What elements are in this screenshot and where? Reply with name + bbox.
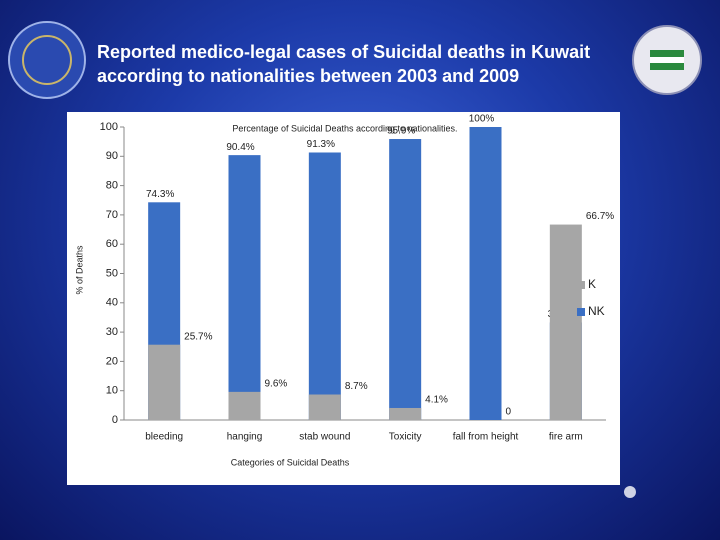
y-tick-label: 60 [106, 238, 118, 250]
bar [148, 344, 181, 420]
bar [228, 155, 261, 421]
legend-label: K [588, 277, 596, 291]
data-label: 74.3% [146, 189, 174, 200]
data-label: 25.7% [184, 331, 212, 342]
slide-title: Reported medico-legal cases of Suicidal … [97, 42, 591, 86]
data-label: 95.9% [387, 126, 415, 137]
y-tick-label: 90 [106, 150, 118, 162]
data-label: 8.7% [345, 381, 368, 392]
x-tick-label: fire arm [549, 432, 583, 443]
x-tick-label: fall from height [453, 432, 519, 443]
legend-label: NK [588, 304, 605, 318]
y-tick-label: 10 [106, 385, 118, 397]
bar [308, 152, 341, 420]
y-tick-label: 70 [106, 209, 118, 221]
data-label: 100% [469, 114, 495, 125]
legend-swatch [577, 281, 585, 289]
x-tick-label: stab wound [299, 432, 350, 443]
bar [308, 394, 341, 420]
bar [228, 391, 261, 420]
logo-left-ring [22, 35, 72, 85]
data-label: 91.3% [307, 139, 335, 150]
logo-left [8, 21, 86, 99]
y-tick-label: 50 [106, 267, 118, 279]
data-label: 90.4% [226, 142, 254, 153]
bar [549, 224, 582, 420]
data-label: 66.7% [586, 211, 614, 222]
bar [389, 407, 422, 420]
glow [624, 486, 636, 498]
bar [469, 127, 502, 420]
chart-title: Percentage of Suicidal Deaths according … [232, 123, 457, 133]
x-tick-label: Toxicity [389, 432, 422, 443]
data-label: 0 [506, 407, 512, 418]
x-tick-label: hanging [227, 432, 263, 443]
y-tick-label: 40 [106, 297, 118, 309]
x-axis-label: Categories of Suicidal Deaths [231, 457, 350, 467]
y-tick-label: 30 [106, 326, 118, 338]
y-tick-label: 80 [106, 180, 118, 192]
legend-swatch [577, 308, 585, 316]
flag-band [650, 57, 684, 63]
y-tick-label: 100 [100, 121, 118, 133]
data-label: 4.1% [425, 395, 448, 406]
y-tick-label: 20 [106, 355, 118, 367]
x-tick-label: bleeding [145, 432, 183, 443]
y-axis-label: % of Deaths [74, 245, 84, 295]
bar [389, 139, 422, 420]
data-label: 9.6% [265, 379, 288, 390]
y-tick-label: 0 [112, 414, 118, 426]
